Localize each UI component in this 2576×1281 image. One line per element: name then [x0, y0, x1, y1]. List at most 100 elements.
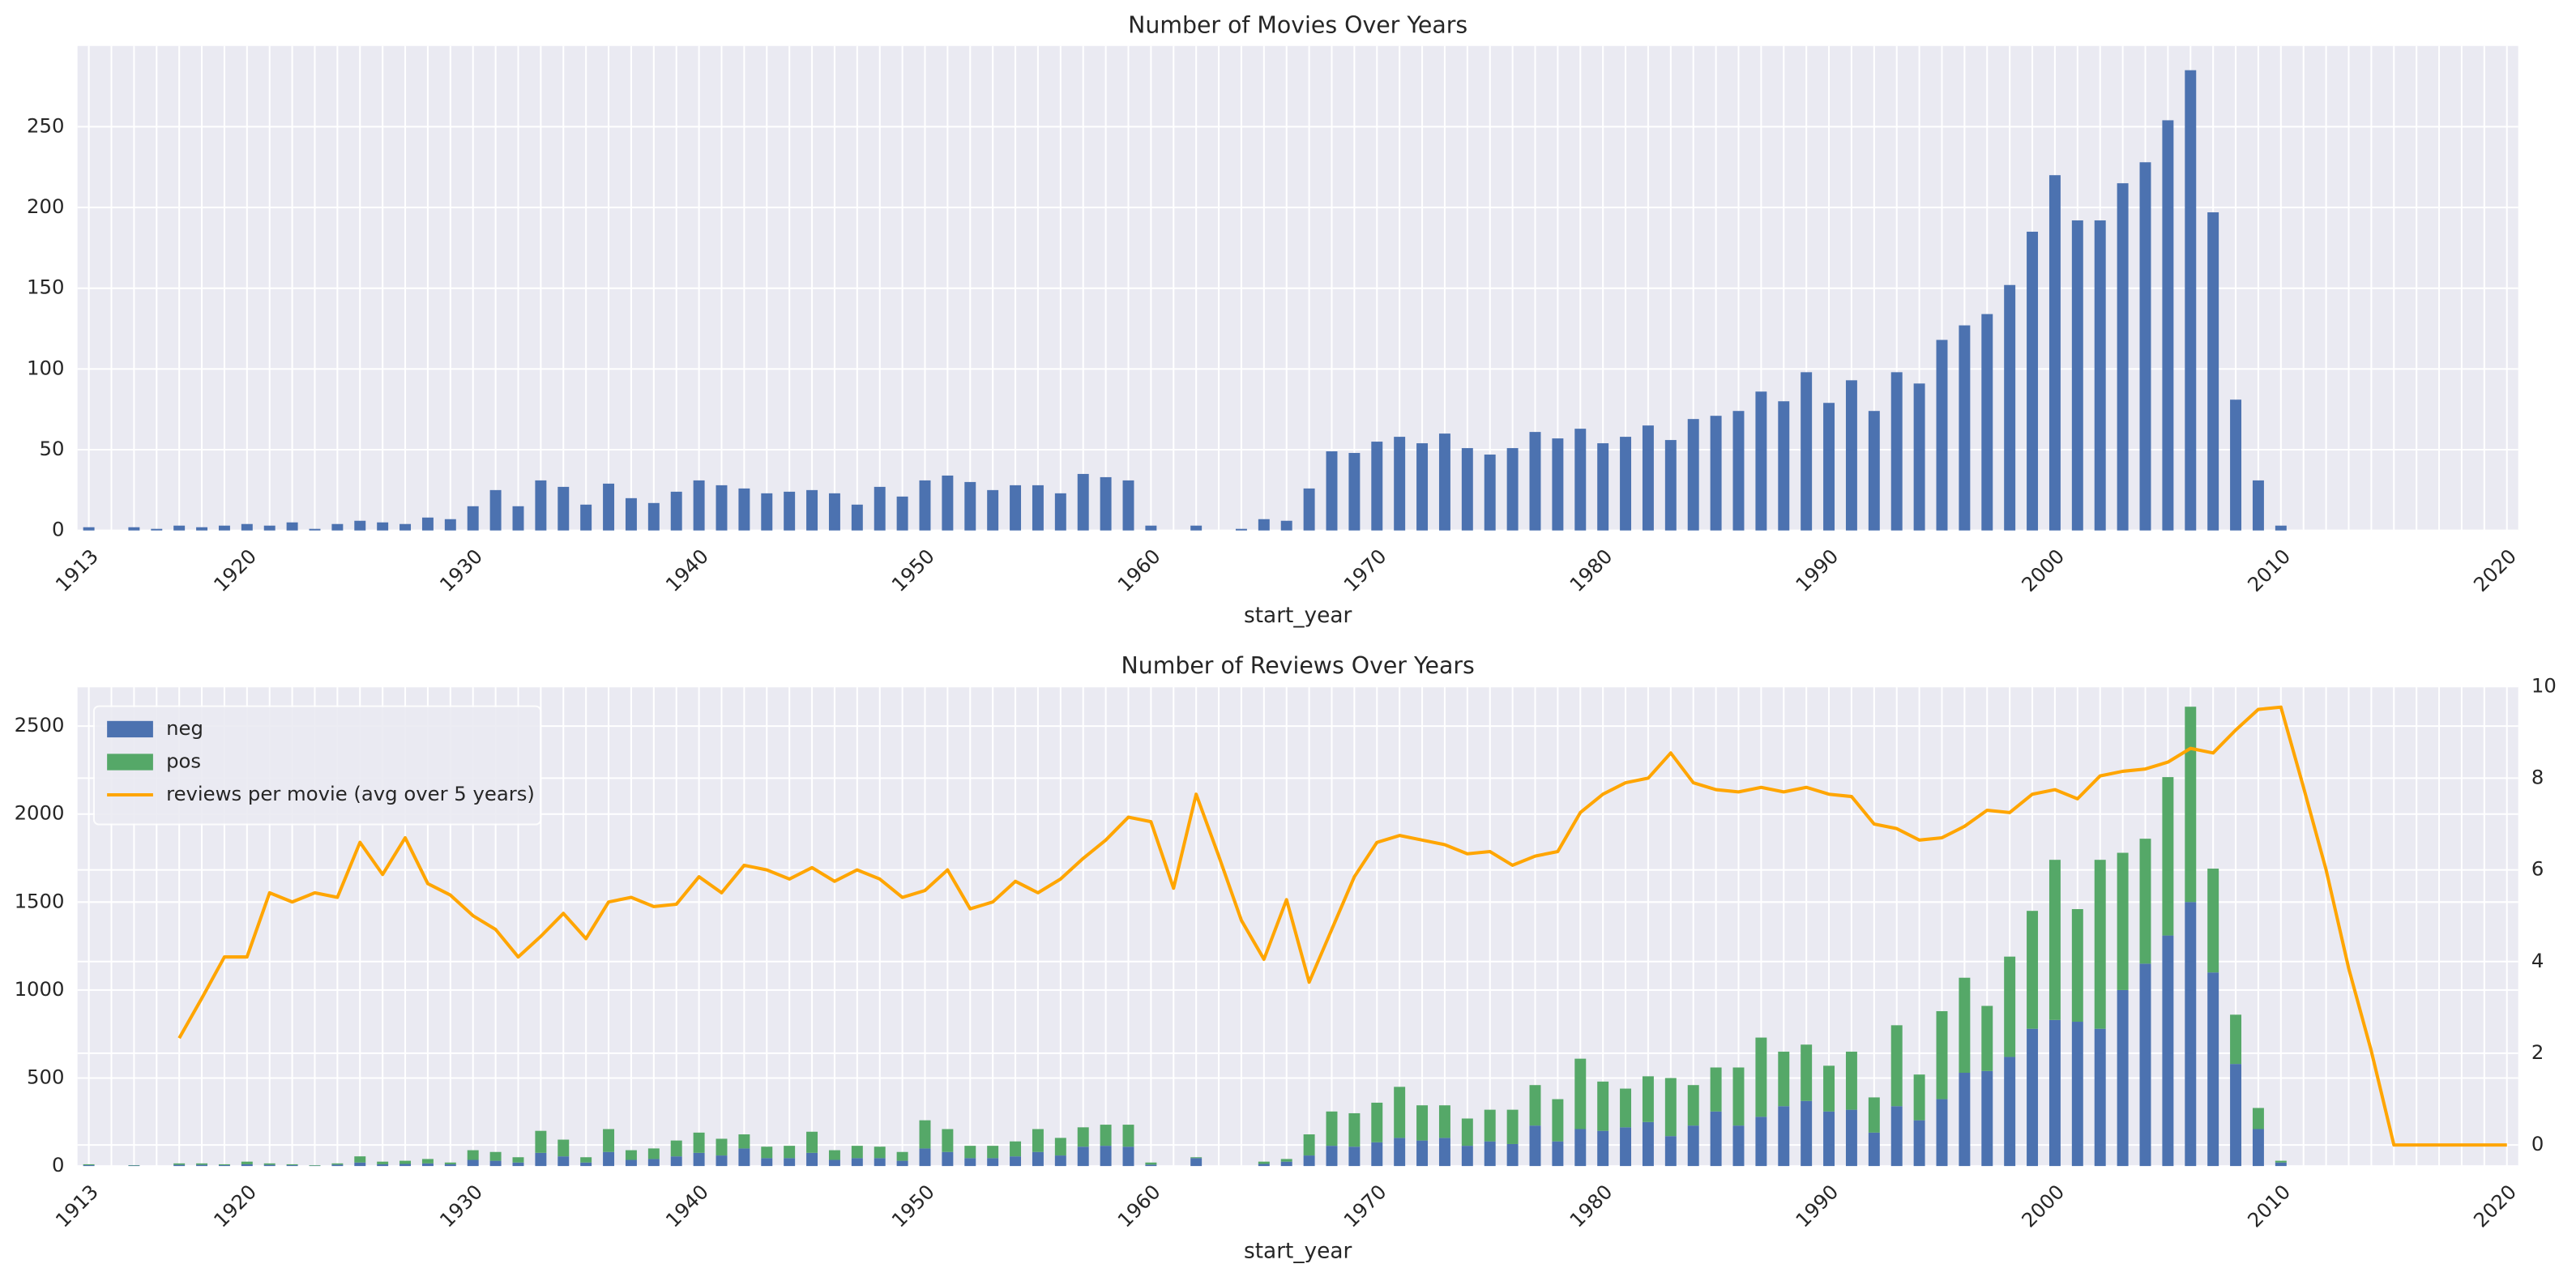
- bar: [1936, 339, 1948, 531]
- bar-segment: [1936, 1010, 1948, 1100]
- bar: [1032, 485, 1044, 531]
- bar: [1506, 448, 1519, 531]
- bar-segment: [2139, 963, 2151, 1167]
- bar: [2185, 70, 2197, 531]
- bar: [309, 528, 321, 531]
- bar-segment: [173, 1164, 186, 1167]
- bar: [2275, 525, 2287, 531]
- bar: [1823, 403, 1835, 531]
- bar-segment: [1303, 1155, 1315, 1167]
- x-tick-label: 1940: [661, 1180, 713, 1232]
- bar: [557, 486, 570, 531]
- bar: [1642, 425, 1654, 531]
- bar: [647, 502, 660, 531]
- bar: [331, 523, 344, 531]
- bar: [1010, 485, 1022, 531]
- x-tick-label: 1960: [1113, 1180, 1164, 1232]
- bar-segment: [286, 1165, 298, 1167]
- bar-segment: [1710, 1067, 1722, 1112]
- bar: [1100, 476, 1112, 531]
- bar-segment: [1823, 1111, 1835, 1167]
- bar-segment: [1326, 1146, 1338, 1167]
- x-tick-label: 1980: [1565, 544, 1617, 596]
- bar-segment: [647, 1159, 660, 1167]
- bar: [1303, 488, 1315, 531]
- bar-segment: [263, 1164, 276, 1167]
- bar: [1574, 429, 1587, 531]
- x-tick-label: 1960: [1113, 544, 1164, 596]
- bar-segment: [2027, 1028, 2039, 1167]
- x-tick-label: 2000: [2017, 544, 2069, 596]
- bar-segment: [964, 1158, 976, 1167]
- bar-segment: [896, 1160, 908, 1167]
- bar: [1552, 438, 1564, 531]
- bar-segment: [1529, 1085, 1541, 1126]
- y-tick-label: 250: [27, 113, 64, 137]
- y-tick-label: 1500: [15, 889, 65, 912]
- bar-segment: [693, 1132, 705, 1153]
- bar-segment: [828, 1159, 840, 1167]
- bar-segment: [1394, 1138, 1406, 1167]
- bar-segment: [784, 1158, 796, 1167]
- bar: [1190, 525, 1203, 531]
- bar: [2027, 231, 2039, 531]
- x-tick-label: 2020: [2469, 544, 2521, 596]
- bar: [987, 489, 999, 531]
- bar-segment: [2230, 1014, 2242, 1065]
- bar-segment: [1755, 1117, 1767, 1167]
- bar-segment: [1122, 1125, 1134, 1147]
- y-tick-label: 100: [27, 356, 64, 379]
- legend-label: pos: [166, 749, 201, 772]
- bar-segment: [512, 1157, 524, 1163]
- bar: [2139, 162, 2151, 531]
- legend-swatch: [107, 720, 153, 738]
- bar-segment: [2004, 1057, 2016, 1167]
- bar: [2207, 212, 2219, 531]
- bar-segment: [987, 1158, 999, 1167]
- y-tick-label: 2500: [15, 713, 65, 737]
- bar-segment: [489, 1151, 502, 1161]
- bar: [173, 525, 186, 531]
- legend: neg pos reviews per movie (avg over 5 year…: [92, 705, 542, 826]
- bar-segment: [1032, 1151, 1044, 1167]
- bar: [738, 488, 750, 531]
- x-axis-label: start_year: [1244, 1240, 1352, 1264]
- bar-segment: [1145, 1162, 1157, 1165]
- bar: [1258, 519, 1270, 531]
- bar-segment: [2117, 989, 2129, 1167]
- bar: [1348, 453, 1361, 531]
- bar: [896, 496, 908, 531]
- bar-segment: [874, 1158, 886, 1167]
- bar: [2004, 284, 2016, 531]
- bar-segment: [512, 1162, 524, 1167]
- bar: [489, 489, 502, 531]
- bar: [1077, 473, 1089, 531]
- bar-segment: [1280, 1161, 1292, 1167]
- bar: [1710, 416, 1722, 531]
- x-tick-label: 1920: [209, 544, 261, 596]
- bar-segment: [1077, 1146, 1089, 1167]
- bar-segment: [1258, 1161, 1270, 1164]
- bar-segment: [716, 1155, 728, 1167]
- bar-segment: [2185, 707, 2197, 903]
- bar-segment: [2004, 956, 2016, 1057]
- bar-segment: [1416, 1140, 1429, 1167]
- bar-segment: [1326, 1111, 1338, 1146]
- bar-segment: [2252, 1108, 2264, 1129]
- bar-segment: [647, 1148, 660, 1159]
- x-tick-label: 2010: [2243, 1180, 2295, 1232]
- bar-segment: [331, 1164, 344, 1167]
- bar-segment: [467, 1150, 479, 1160]
- bar-segment: [309, 1165, 321, 1166]
- bar-segment: [1868, 1132, 1880, 1167]
- bar-segment: [1845, 1109, 1857, 1167]
- bar-segment: [2071, 1022, 2083, 1167]
- bar: [1981, 314, 1993, 531]
- bar-segment: [1868, 1097, 1880, 1133]
- bar-segment: [2071, 909, 2083, 1023]
- bar-segment: [2275, 1160, 2287, 1163]
- bar-segment: [919, 1148, 931, 1167]
- bar: [1529, 432, 1541, 531]
- bar-segment: [1845, 1051, 1857, 1110]
